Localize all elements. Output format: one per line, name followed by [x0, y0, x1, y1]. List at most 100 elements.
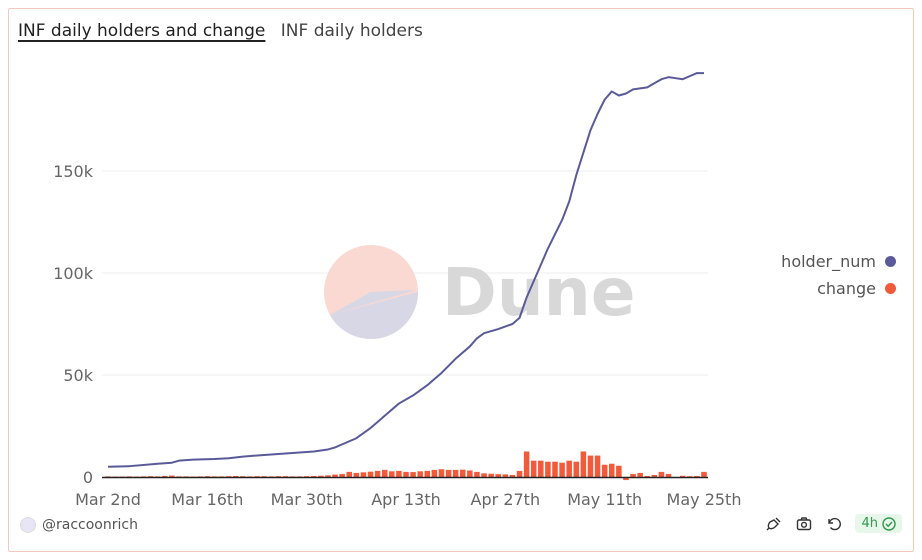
change-bar [403, 471, 409, 477]
change-bar [389, 471, 395, 477]
change-bar [325, 475, 331, 477]
change-bar [516, 470, 523, 477]
legend-swatch-change [885, 283, 896, 294]
change-bar [559, 462, 565, 477]
plug-icon[interactable] [765, 515, 783, 533]
y-tick-label: 50k [63, 366, 93, 385]
y-tick-labels: 0 50k 100k 150k [53, 162, 94, 487]
change-bar [694, 475, 700, 477]
change-bar [608, 463, 615, 477]
change-bar [353, 472, 360, 477]
legend-item-change[interactable]: change [781, 275, 896, 302]
change-bar [587, 455, 594, 477]
change-bar [225, 476, 232, 477]
refresh-age: 4h [861, 516, 878, 531]
refresh-icon[interactable] [825, 515, 843, 533]
change-bar [509, 474, 516, 477]
change-bar [701, 471, 707, 477]
change-bar [360, 472, 367, 477]
x-tick-label: Apr 27th [471, 490, 541, 509]
change-bar [169, 475, 175, 477]
change-bar [530, 460, 537, 477]
change-bar [538, 460, 544, 477]
x-tick-label: Apr 13th [371, 490, 441, 509]
change-bar [452, 469, 459, 477]
change-bar [594, 455, 601, 477]
change-bar [232, 475, 239, 477]
change-bar [687, 476, 693, 477]
change-bar [580, 451, 587, 477]
change-bar [545, 461, 551, 477]
change-bar [339, 473, 345, 477]
change-bar [488, 473, 494, 477]
change-bar [282, 476, 289, 477]
x-tick-labels: Mar 2nd Mar 16th Mar 30th Apr 13th Apr 27th M… [75, 490, 741, 509]
chart-card: INF daily holders and change INF daily h… [8, 8, 914, 552]
change-bar [346, 471, 352, 477]
watermark-text: Dune [442, 254, 636, 331]
change-bar [665, 473, 672, 477]
y-tick-label: 0 [83, 468, 93, 487]
change-bar [310, 475, 317, 477]
change-bar [374, 470, 381, 477]
change-bar [459, 469, 466, 477]
change-bar [467, 470, 473, 477]
change-bar [623, 477, 629, 481]
change-bar [502, 474, 509, 477]
chart-legend: holder_num change [781, 248, 896, 302]
legend-label-change: change [817, 279, 876, 298]
change-bar [495, 474, 501, 477]
change-bar [445, 469, 452, 477]
change-bar [147, 476, 154, 477]
change-bar [332, 474, 338, 477]
avatar [20, 517, 36, 533]
refresh-status-badge[interactable]: 4h [855, 514, 902, 533]
change-bar [303, 476, 310, 477]
chart-subtitle: INF daily holders [280, 21, 423, 41]
change-bar [601, 464, 608, 477]
x-tick-label: May 11th [567, 490, 642, 509]
author-credit[interactable]: @raccoonrich [20, 517, 138, 533]
x-tick-label: Mar 16th [171, 490, 243, 509]
dune-watermark: Dune [324, 245, 636, 340]
change-bar [644, 475, 650, 477]
change-bar [240, 476, 246, 477]
change-bar [431, 469, 438, 477]
check-circle-icon [882, 516, 896, 531]
change-bar [204, 476, 211, 477]
change-bar [318, 475, 324, 477]
change-bar [438, 469, 445, 477]
y-tick-label: 100k [53, 264, 94, 283]
change-bar [679, 475, 686, 477]
change-bar [254, 476, 260, 477]
change-bar [275, 476, 282, 477]
footer-actions: 4h [765, 514, 902, 533]
change-bar [630, 473, 636, 477]
author-name: @raccoonrich [42, 517, 138, 533]
legend-item-holder-num[interactable]: holder_num [781, 248, 896, 275]
change-bar [261, 476, 267, 477]
change-bar [651, 474, 658, 477]
change-bar [367, 471, 374, 477]
change-bar [481, 473, 487, 477]
change-bar [474, 471, 480, 477]
change-bar [396, 470, 402, 477]
x-tick-label: May 25th [667, 490, 742, 509]
change-bar [523, 451, 530, 477]
change-bar [417, 471, 423, 477]
watermark-logo-slice [330, 292, 418, 340]
chart-title-link[interactable]: INF daily holders and change [18, 21, 266, 41]
change-bar [424, 470, 431, 477]
x-tick-label: Mar 30th [271, 490, 343, 509]
legend-swatch-holder-num [885, 256, 896, 267]
camera-icon[interactable] [795, 515, 813, 533]
change-bar [616, 465, 622, 477]
change-bars [105, 451, 707, 481]
chart-title-row: INF daily holders and change INF daily h… [18, 21, 423, 41]
change-bar [573, 461, 580, 477]
legend-label-holder-num: holder_num [781, 252, 876, 271]
x-tick-label: Mar 2nd [75, 490, 141, 509]
change-bar [161, 475, 168, 477]
change-bar [410, 472, 416, 477]
